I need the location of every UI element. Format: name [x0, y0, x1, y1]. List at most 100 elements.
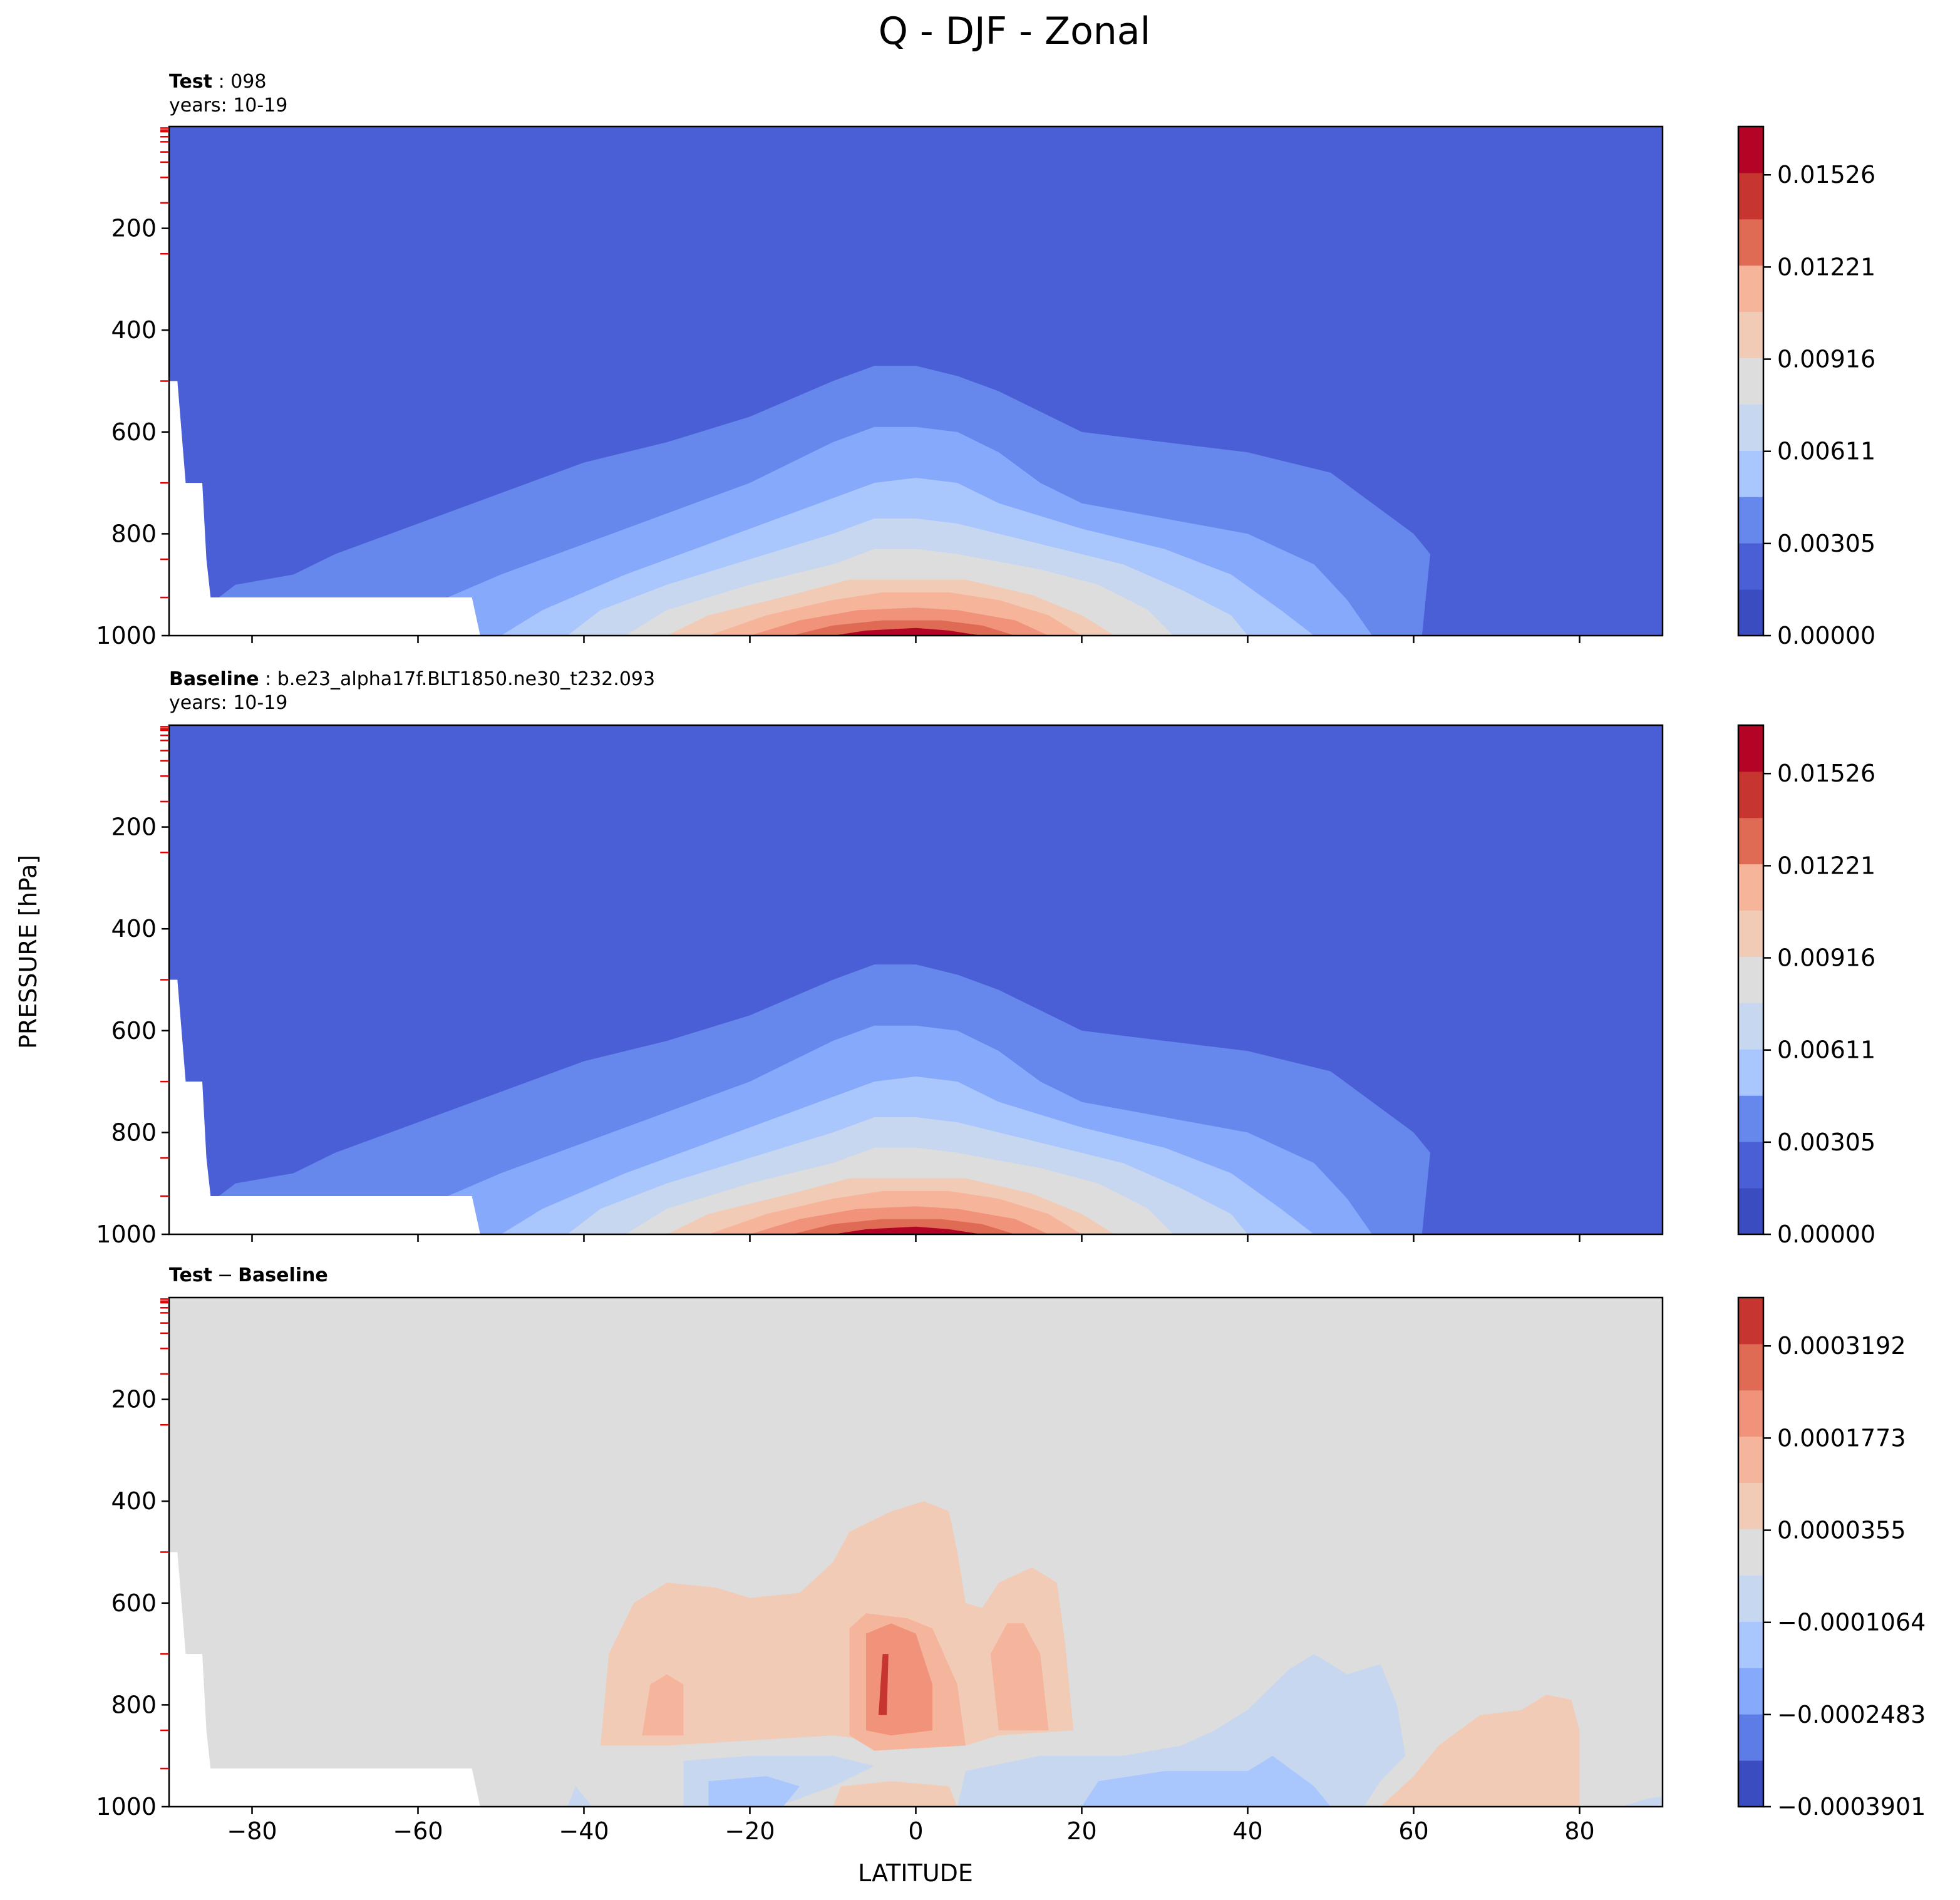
contour-level-8 — [791, 1219, 1016, 1234]
colorbar-tick-label: 0.00305 — [1777, 530, 1875, 557]
y-tick-label: 1000 — [96, 622, 157, 649]
colorbar-segment — [1738, 404, 1763, 451]
colorbar-segment — [1738, 1049, 1763, 1096]
colorbar-segment — [1738, 126, 1763, 173]
colorbar-frame — [1737, 724, 1765, 1236]
contour-level-2 — [642, 1674, 684, 1736]
x-tick-label: −80 — [227, 1817, 277, 1845]
panel-baseline-subtitle: years: 10-19 — [169, 692, 287, 714]
colorbar-segment — [1738, 311, 1763, 359]
colorbar-segment — [1738, 1298, 1763, 1345]
y-tick-label: 800 — [111, 1118, 157, 1146]
missing-data-mask — [169, 1552, 480, 1807]
colorbar-segment — [1738, 910, 1763, 958]
colorbar-tick-label: 0.00000 — [1777, 622, 1875, 649]
colorbar-tick-label: 0.00000 — [1777, 1221, 1875, 1248]
colorbar-segment — [1738, 1142, 1763, 1189]
colorbar-segment — [1738, 450, 1763, 497]
figure-title: Q - DJF - Zonal — [879, 9, 1151, 53]
y-axis-label: PRESSURE [hPa] — [14, 855, 42, 1049]
panel-baseline-plot — [168, 724, 1664, 1236]
colorbar-tick-label: −0.0002483 — [1777, 1701, 1926, 1728]
colorbar-segment — [1738, 1095, 1763, 1142]
colorbar-tick-label: 0.0001773 — [1777, 1424, 1906, 1452]
panel-diff: Test − Baseline 200 400 600 800 1000 −80 −60 −40… — [96, 1264, 1926, 1845]
y-tick-label: 800 — [111, 520, 157, 547]
y-tick-label: 200 — [111, 1386, 157, 1413]
y-tick-label: 1000 — [96, 1221, 157, 1248]
panel-test-y-ticks: 200 400 600 800 1000 — [96, 127, 169, 649]
panel-test-colorbar: 0.00000 0.00305 0.00611 0.00916 0.01221 0.015… — [1737, 125, 1875, 649]
panel-diff-x-ticks: −80 −60 −40 −20 0 20 40 60 80 — [227, 1807, 1595, 1845]
colorbar-tick-label: 0.01221 — [1777, 253, 1875, 281]
x-tick-label: −20 — [725, 1817, 775, 1845]
colorbar-segment — [1738, 219, 1763, 266]
panel-baseline-title-bold: Baseline — [169, 668, 259, 690]
panel-baseline-title-colon: : — [259, 668, 277, 690]
panel-baseline-colorbar: 0.00000 0.00305 0.00611 0.00916 0.01221 0.015… — [1737, 724, 1875, 1248]
colorbar-segment — [1738, 1003, 1763, 1050]
contour-level-10 — [708, 1776, 800, 1807]
colorbar-segment — [1738, 589, 1763, 636]
panel-test-title-bold: Test — [169, 71, 212, 93]
contour-level-5 — [878, 1654, 889, 1715]
colorbar-segment — [1738, 543, 1763, 590]
colorbar-segment — [1738, 1390, 1763, 1437]
colorbar-segment — [1738, 1343, 1763, 1391]
panel-baseline-x-ticks — [251, 1234, 1581, 1242]
colorbar-tick-label: 0.0000355 — [1777, 1517, 1906, 1544]
panel-test-x-ticks — [251, 636, 1581, 643]
y-tick-label: 600 — [111, 1589, 157, 1617]
missing-data-mask — [169, 979, 480, 1234]
colorbar-segment — [1738, 1529, 1763, 1576]
contour-level-9 — [1081, 1755, 1331, 1807]
colorbar-segment — [1738, 497, 1763, 544]
y-tick-label: 400 — [111, 1487, 157, 1515]
panel-test-subtitle: years: 10-19 — [169, 95, 287, 116]
colorbar-tick-label: 0.01221 — [1777, 852, 1875, 879]
panel-test-title-colon: : — [212, 71, 230, 93]
x-tick-label: −40 — [559, 1817, 609, 1845]
colorbar-segment — [1738, 864, 1763, 911]
y-tick-label: 600 — [111, 418, 157, 446]
contour-level-7 — [957, 1654, 1406, 1807]
contour-level-3 — [990, 1623, 1049, 1731]
colorbar-frame — [1737, 125, 1765, 637]
panel-test-plot — [168, 125, 1664, 637]
colorbar-tick-label: 0.00611 — [1777, 438, 1875, 465]
panel-diff-title-bold: Test — [169, 1264, 212, 1286]
panel-baseline-title-rest: b.e23_alpha17f.BLT1850.ne30_t232.093 — [277, 668, 655, 690]
contour-level-9 — [833, 627, 983, 636]
colorbar-tick-label: 0.00305 — [1777, 1128, 1875, 1156]
x-axis-label: LATITUDE — [858, 1859, 973, 1887]
colorbar-segment — [1738, 1760, 1763, 1807]
colorbar-segment — [1738, 817, 1763, 865]
colorbar-tick-label: 0.01526 — [1777, 161, 1875, 188]
colorbar-tick-label: 0.00611 — [1777, 1036, 1875, 1064]
colorbar-tick-label: −0.0003901 — [1777, 1793, 1926, 1820]
colorbar-segment — [1738, 358, 1763, 405]
panel-diff-plot — [168, 1296, 1664, 1808]
colorbar-tick-label: 0.00916 — [1777, 346, 1875, 373]
panel-diff-title-bold2: Baseline — [238, 1264, 328, 1286]
colorbar-segment — [1738, 1575, 1763, 1622]
y-tick-label: 800 — [111, 1691, 157, 1718]
missing-data-mask — [169, 381, 480, 636]
colorbar-segment — [1738, 172, 1763, 220]
colorbar-segment — [1738, 1714, 1763, 1761]
colorbar-segment — [1738, 1436, 1763, 1484]
x-tick-label: 80 — [1564, 1817, 1594, 1845]
x-tick-label: 60 — [1398, 1817, 1428, 1845]
colorbar-segment — [1738, 771, 1763, 818]
x-tick-label: −60 — [393, 1817, 443, 1845]
panel-diff-title-sep: − — [217, 1264, 233, 1286]
colorbar-tick-label: −0.0001064 — [1777, 1609, 1926, 1636]
contour-level-11 — [833, 1781, 957, 1807]
panel-diff-y-ticks: 200 400 600 800 1000 — [96, 1298, 169, 1820]
y-tick-label: 1000 — [96, 1793, 157, 1820]
y-tick-label: 200 — [111, 813, 157, 841]
x-tick-label: 40 — [1232, 1817, 1262, 1845]
panel-test-title: Test : 098 — [169, 71, 266, 93]
contour-level-6 — [1380, 1695, 1580, 1807]
